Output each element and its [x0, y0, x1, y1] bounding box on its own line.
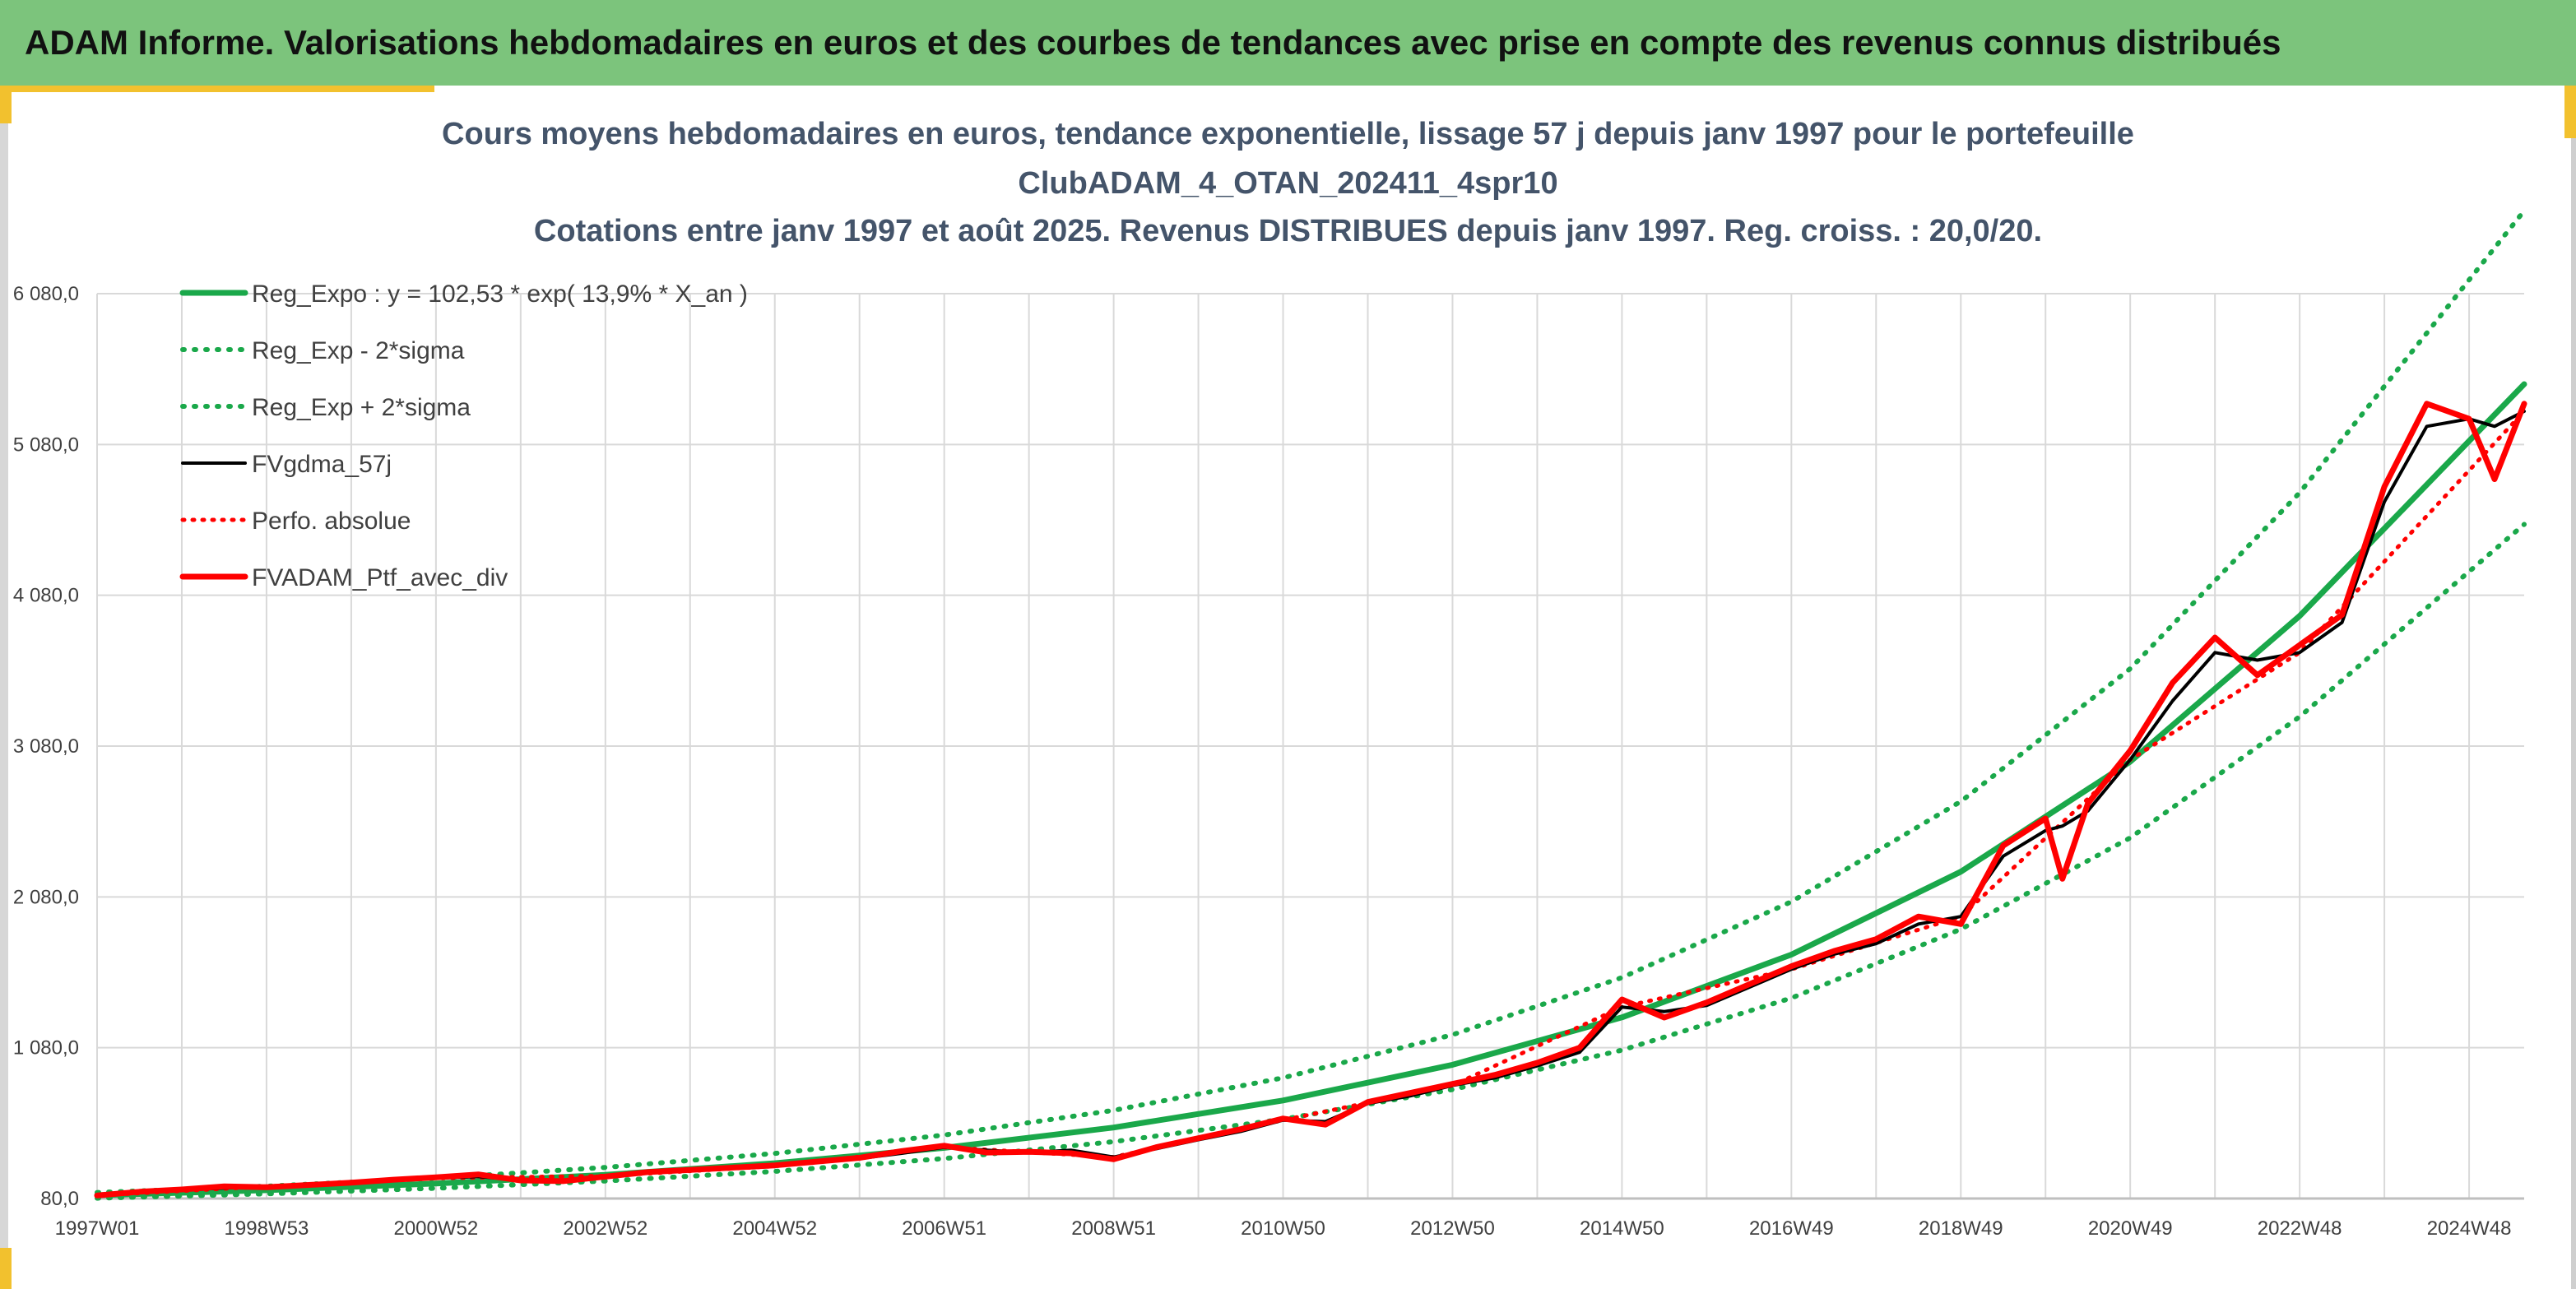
accent-bar-top-left: [0, 86, 434, 92]
x-tick-label: 2010W50: [1241, 1217, 1325, 1240]
y-tick-label: 80,0: [40, 1188, 79, 1210]
legend-label: Reg_Expo : y = 102,53 * exp( 13,9% * X_a…: [252, 281, 748, 308]
x-tick-label: 2006W51: [902, 1217, 986, 1240]
y-tick-label: 3 080,0: [13, 735, 79, 758]
chart-title-line-1: Cours moyens hebdomadaires en euros, ten…: [442, 117, 2134, 151]
legend-label: Reg_Exp + 2*sigma: [252, 394, 471, 421]
chart-title-line-2: ClubADAM_4_OTAN_202411_4spr10: [1018, 166, 1558, 201]
x-tick-label: 2020W49: [2088, 1217, 2173, 1240]
accent-bar-bottom-left: [0, 1248, 12, 1289]
legend-label: FVgdma_57j: [252, 451, 392, 478]
grid: [96, 293, 2524, 1199]
series-line-3: [95, 410, 2526, 1198]
header-banner: ADAM Informe. Valorisations hebdomadaire…: [0, 0, 2576, 86]
series-lines: [94, 208, 2527, 1201]
x-tick-label: 2018W49: [1919, 1217, 2003, 1240]
legend-label: FVADAM_Ptf_avec_div: [252, 564, 508, 591]
y-tick-label: 2 080,0: [13, 886, 79, 908]
x-tick-label: 2008W51: [1071, 1217, 1156, 1240]
accent-bar-right: [2564, 86, 2576, 138]
x-tick-label: 2014W50: [1580, 1217, 1664, 1240]
chart-title-line-3: Cotations entre janv 1997 et août 2025. …: [533, 214, 2043, 248]
y-tick-label: 1 080,0: [13, 1037, 79, 1059]
series-line-0: [94, 381, 2527, 1199]
legend-label: Perfo. absolue: [252, 508, 411, 535]
legend: Reg_Expo : y = 102,53 * exp( 13,9% * X_a…: [179, 281, 748, 591]
x-tick-label: 2000W52: [393, 1217, 478, 1240]
x-tick-label: 1997W01: [55, 1217, 140, 1240]
frame-left-border: [0, 86, 8, 1289]
y-tick-label: 5 080,0: [13, 434, 79, 456]
x-tick-label: 2016W49: [1749, 1217, 1834, 1240]
x-tick-label: 1998W53: [225, 1217, 309, 1240]
frame-right-border: [2571, 86, 2576, 1289]
y-tick-label: 6 080,0: [13, 283, 79, 305]
accent-bar-left: [0, 86, 12, 123]
y-tick-label: 4 080,0: [13, 585, 79, 607]
x-tick-label: 2022W48: [2258, 1217, 2342, 1240]
page-title: ADAM Informe. Valorisations hebdomadaire…: [25, 23, 2281, 62]
series-line-4: [95, 409, 2527, 1198]
x-tick-label: 2002W52: [563, 1217, 647, 1240]
series-line-2: [95, 208, 2527, 1195]
legend-label: Reg_Exp - 2*sigma: [252, 337, 465, 364]
series-line-5: [94, 401, 2527, 1199]
x-tick-label: 2012W50: [1410, 1217, 1495, 1240]
x-tick-label: 2024W48: [2427, 1217, 2512, 1240]
axes: 80,0 1 080,0 2 080,0 3 080,0 4 080,0 5 080,0 6…: [13, 283, 2524, 1240]
x-tick-label: 2004W52: [732, 1217, 817, 1240]
